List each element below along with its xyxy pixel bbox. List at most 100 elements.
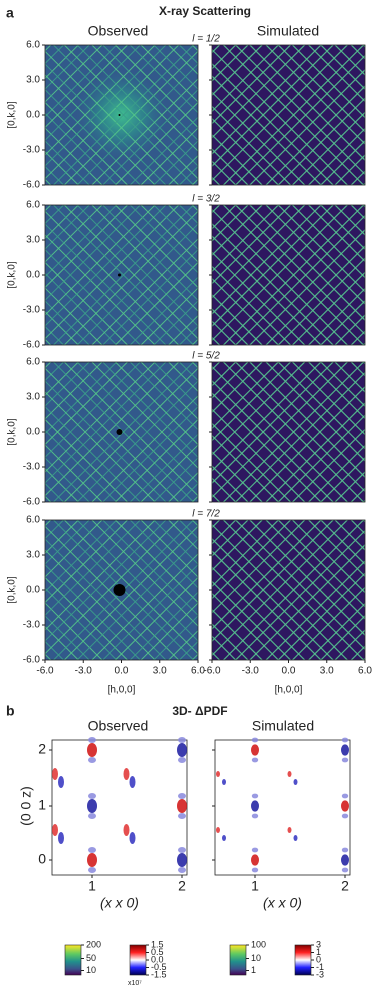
diffuse-line xyxy=(52,362,195,502)
pdf-blob xyxy=(341,757,349,763)
pdf-blob xyxy=(129,832,136,844)
diffuse-line xyxy=(277,97,365,185)
x-tick-label: -3.0 xyxy=(75,666,93,677)
y-tick-label: 0 xyxy=(38,851,46,867)
diffuse-line xyxy=(63,50,198,185)
colorbar-tick-label: 200 xyxy=(86,939,101,949)
y-tick-label: 1 xyxy=(38,797,46,813)
bragg-peak xyxy=(116,429,123,435)
pdf-blob xyxy=(287,771,292,777)
diffuse-line xyxy=(45,362,180,497)
colorbar-tick-label: -1.5 xyxy=(151,969,167,979)
diffuse-line xyxy=(222,205,365,345)
y-axis-label: [0,k,0] xyxy=(7,418,18,445)
diffuse-line xyxy=(265,245,365,345)
y-tick-label: -3.0 xyxy=(23,305,41,316)
x-tick-label: 0.0 xyxy=(115,666,129,677)
diffuse-line xyxy=(101,248,198,345)
column-title: Observed xyxy=(88,23,149,39)
colorbar-tick-label: 0 xyxy=(316,954,321,964)
diffuse-line xyxy=(114,576,198,660)
pdf-blob xyxy=(123,768,130,780)
pdf-bg xyxy=(51,739,188,876)
panel-label: b xyxy=(6,703,15,719)
diffuse-line xyxy=(91,553,198,660)
y-tick-label: 0.0 xyxy=(26,585,40,596)
heatmap xyxy=(212,362,365,502)
diffuse-line xyxy=(212,205,306,299)
heatmap xyxy=(212,205,365,345)
diffuse-line xyxy=(76,538,198,660)
diffuse-line xyxy=(45,520,142,617)
diffuse-line xyxy=(212,205,292,285)
y-tick-label: 6.0 xyxy=(26,357,40,368)
pdf-blob xyxy=(88,813,96,819)
pdf-blob xyxy=(293,779,298,785)
diffuse-line xyxy=(265,85,365,185)
pdf-blob xyxy=(88,757,96,763)
bragg-peak xyxy=(118,273,121,277)
colorbar xyxy=(64,944,82,976)
diffuse-line xyxy=(212,45,322,155)
diffuse-line xyxy=(222,362,365,502)
heatmap xyxy=(45,362,198,502)
pdf-blob xyxy=(88,793,96,799)
pdf-blob xyxy=(251,854,259,866)
heatmap xyxy=(45,205,198,345)
pdf-blob xyxy=(87,743,97,757)
x-axis-label: (x x 0) xyxy=(263,895,302,911)
pdf-blob xyxy=(251,867,259,873)
diffuse-line xyxy=(76,223,198,345)
colorbar xyxy=(294,944,312,976)
panel-title: X-ray Scattering xyxy=(159,4,251,18)
panel-label: a xyxy=(6,5,14,21)
diffuse-line xyxy=(45,205,118,278)
y-tick-label: -3.0 xyxy=(23,462,41,473)
x-tick-label: -6.0 xyxy=(36,666,54,677)
diffuse-line xyxy=(52,205,195,345)
colorbar-tick-label: 3 xyxy=(316,939,321,949)
y-tick-label: -3.0 xyxy=(23,145,41,156)
diffuse-line xyxy=(277,572,365,660)
diffuse-line xyxy=(291,428,365,502)
diffuse-line xyxy=(212,45,306,139)
diffuse-line xyxy=(45,45,167,167)
row-label: l = 5/2 xyxy=(192,351,220,362)
y-axis-label: [0,k,0] xyxy=(7,261,18,288)
pdf-blob xyxy=(87,853,97,867)
y-axis-label: [0,k,0] xyxy=(7,576,18,603)
pdf-blob xyxy=(52,768,58,780)
diffuse-line xyxy=(76,63,198,185)
pdf-blob xyxy=(341,800,349,812)
diffuse-line xyxy=(45,362,118,435)
heatmap xyxy=(212,45,365,185)
pdf-blob xyxy=(88,847,96,853)
diffuse-line xyxy=(249,229,365,345)
pdf-blob xyxy=(251,737,259,743)
diffuse-line xyxy=(45,520,180,655)
pdf-blob xyxy=(341,867,349,873)
diffuse-line xyxy=(212,45,349,182)
diffuse-line xyxy=(212,362,349,499)
y-tick-label: 3.0 xyxy=(26,75,40,86)
diffuse-line xyxy=(101,563,198,660)
row-label: l = 1/2 xyxy=(192,34,220,45)
diffuse-line xyxy=(63,367,198,502)
pdf-blob xyxy=(341,793,349,799)
pdf-blob xyxy=(251,793,259,799)
colorbar-tick-label: 1 xyxy=(316,947,321,957)
pdf-blob xyxy=(129,776,136,788)
heatmap xyxy=(45,45,198,185)
pdf-blob xyxy=(251,800,259,812)
diffuse-line xyxy=(234,54,365,185)
diffuse-line xyxy=(249,386,365,502)
row-label: l = 3/2 xyxy=(192,194,220,205)
diffuse-line xyxy=(212,362,334,484)
pdf-blob xyxy=(177,799,187,813)
colorbar-tick-label: 0.0 xyxy=(151,954,164,964)
diffuse-line xyxy=(45,45,129,129)
pdf-blob xyxy=(88,867,96,873)
y-tick-label: 6.0 xyxy=(26,40,40,51)
diffuse-line xyxy=(45,520,156,631)
